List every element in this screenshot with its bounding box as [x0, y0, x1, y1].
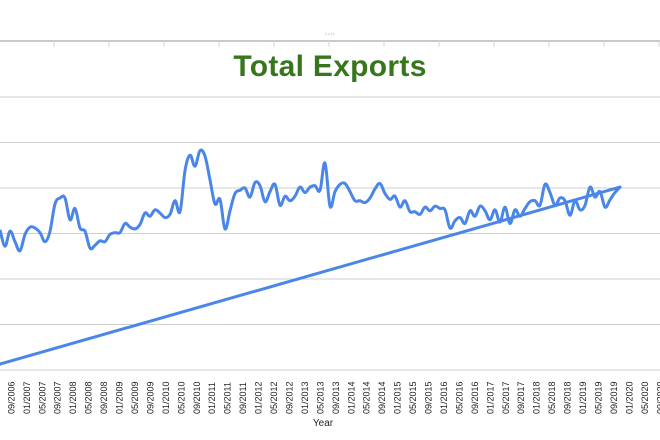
x-tick-label: 01/2008 [68, 381, 78, 414]
x-tick-label: 09/2008 [99, 381, 109, 414]
x-tick-label: 01/2019 [578, 381, 588, 414]
x-tick-label: 01/2013 [300, 381, 310, 414]
x-tick-label: 09/2007 [53, 381, 63, 414]
x-tick-label: 01/2016 [439, 381, 449, 414]
x-tick-label: 05/2016 [454, 381, 464, 414]
drag-handle-dots-icon[interactable]: ···· [324, 30, 336, 39]
x-tick-label: 09/2012 [284, 381, 294, 414]
x-tick-label: 05/2011 [223, 382, 233, 414]
chart-title: Total Exports [233, 50, 427, 83]
x-tick-label: 05/2020 [640, 381, 650, 414]
x-tick-label: 05/2017 [501, 381, 511, 414]
x-tick-label: 09/2018 [563, 381, 573, 414]
series-layer [0, 148, 622, 253]
trendline [0, 185, 622, 366]
x-tick-label: 05/2019 [593, 381, 603, 414]
x-tick-label: 09/2019 [609, 381, 619, 414]
x-tick-label: 01/2009 [115, 381, 125, 414]
x-tick-labels: 09/2006 01/2007 05/2007 09/2007 01/2008 05/20… [6, 381, 660, 414]
x-tick-label: 09/2009 [145, 381, 155, 414]
x-tick-label: 09/2015 [424, 381, 434, 414]
x-tick-label: 01/2018 [532, 381, 542, 414]
x-tick-label: 01/2012 [254, 381, 264, 414]
x-tick-label: 09/2016 [470, 381, 480, 414]
x-tick-label: 09/2010 [192, 381, 202, 414]
x-tick-label: 09/2006 [6, 381, 16, 414]
x-tick-label: 09/2020 [655, 381, 660, 414]
x-tick-label: 05/2013 [315, 381, 325, 414]
x-tick-label: 01/2014 [346, 381, 356, 414]
x-tick-label: 01/2020 [624, 381, 634, 414]
x-tick-label: 01/2011 [207, 382, 217, 414]
x-tick-label: 01/2015 [393, 381, 403, 414]
x-tick-label: 05/2008 [84, 381, 94, 414]
x-tick-label: 01/2010 [161, 381, 171, 414]
x-tick-label: 05/2010 [176, 381, 186, 414]
x-tick-label: 05/2007 [37, 381, 47, 414]
series-line-total-exports [0, 148, 622, 253]
x-tick-label: 05/2014 [362, 381, 372, 414]
x-tick-label: 09/2014 [377, 381, 387, 414]
x-tick-label: 05/2012 [269, 381, 279, 414]
x-tick-label: 01/2007 [22, 381, 32, 414]
x-tick-label: 09/2013 [331, 381, 341, 414]
x-axis-title: Year [313, 418, 334, 429]
x-tick-label: 05/2009 [130, 381, 140, 414]
x-tick-label: 05/2018 [547, 381, 557, 414]
trendline-layer [0, 185, 622, 366]
x-tick-label: 05/2015 [408, 381, 418, 414]
x-tick-label: 01/2017 [485, 381, 495, 414]
x-tick-label: 09/2011 [238, 382, 248, 414]
chart-toolbar: ···· [0, 0, 660, 42]
x-tick-label: 09/2017 [516, 381, 526, 414]
